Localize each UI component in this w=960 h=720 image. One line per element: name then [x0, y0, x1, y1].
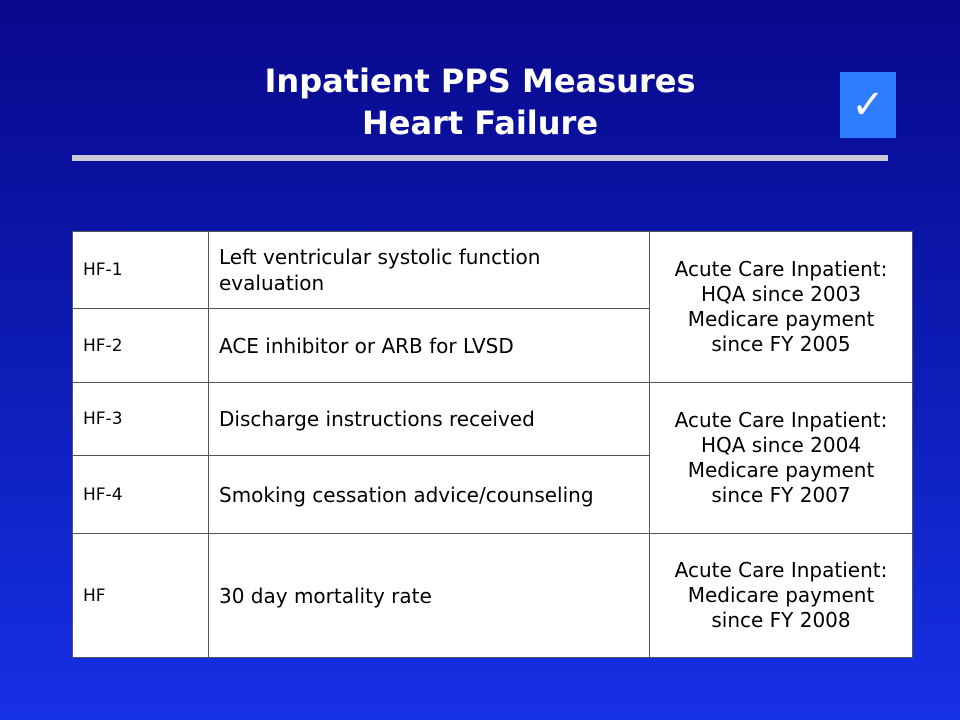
status-line: Medicare payment — [687, 307, 875, 331]
measure-name: 30 day mortality rate — [208, 533, 650, 658]
measure-id: HF — [72, 533, 209, 658]
status-line: HQA since 2004 — [700, 433, 862, 457]
title-line-1: Inpatient PPS Measures — [264, 62, 696, 100]
status-line: Acute Care Inpatient: — [674, 558, 888, 582]
status-cell: Acute Care Inpatient: Medicare payment s… — [649, 533, 913, 658]
status-cell: Acute Care Inpatient: HQA since 2003 Med… — [649, 231, 913, 383]
measure-id: HF-2 — [72, 308, 209, 383]
status-line: Medicare payment — [687, 458, 875, 482]
status-line: since FY 2007 — [711, 483, 851, 507]
measure-id: HF-1 — [72, 231, 209, 309]
title-divider — [72, 155, 888, 161]
title-line-2: Heart Failure — [361, 104, 599, 142]
table-row: HF-1 Left ventricular systolic function … — [72, 231, 913, 383]
measure-name: ACE inhibitor or ARB for LVSD — [208, 308, 650, 383]
measure-id: HF-3 — [72, 382, 209, 456]
status-line: since FY 2008 — [711, 608, 851, 632]
status-line: since FY 2005 — [711, 332, 851, 356]
measure-name: Discharge instructions received — [208, 382, 650, 456]
measures-table-container: HF-1 Left ventricular systolic function … — [72, 231, 913, 658]
status-line: Acute Care Inpatient: — [674, 408, 888, 432]
status-cell: Acute Care Inpatient: HQA since 2004 Med… — [649, 382, 913, 534]
measure-name: Smoking cessation advice/counseling — [208, 455, 650, 534]
measure-name: Left ventricular systolic function evalu… — [208, 231, 650, 309]
measure-id: HF-4 — [72, 455, 209, 534]
table-row: HF-2 ACE inhibitor or ARB for LVSD — [72, 308, 913, 383]
status-line: Acute Care Inpatient: — [674, 257, 888, 281]
table-row: HF 30 day mortality rate Acute Care Inpa… — [72, 533, 913, 658]
checkmark-icon: ✓ — [840, 72, 896, 138]
status-line: HQA since 2003 — [700, 282, 862, 306]
slide-title: Inpatient PPS Measures Heart Failure — [0, 60, 960, 144]
table-row: HF-3 Discharge instructions received Acu… — [72, 382, 913, 534]
table-row: HF-4 Smoking cessation advice/counseling — [72, 455, 913, 534]
status-line: Medicare payment — [687, 583, 875, 607]
measures-table: HF-1 Left ventricular systolic function … — [72, 231, 913, 658]
